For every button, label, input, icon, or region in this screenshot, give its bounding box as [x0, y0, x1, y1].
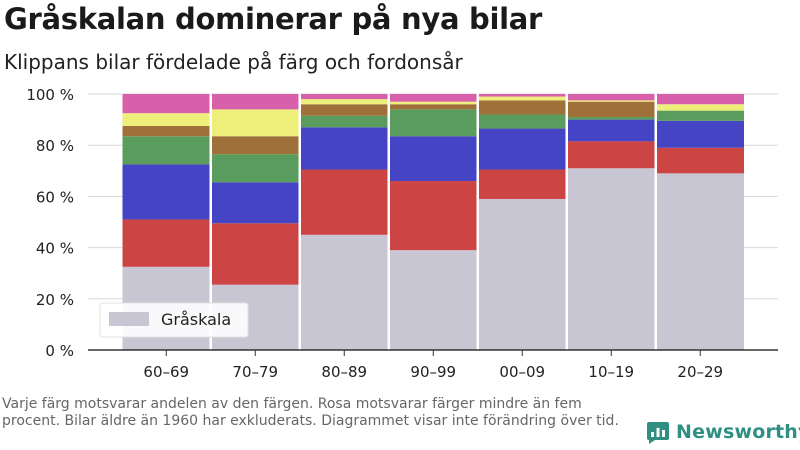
y-tick-label: 80 %: [36, 137, 74, 155]
bar-segment: [211, 136, 299, 155]
x-tick-label: 90–99: [410, 363, 456, 381]
bar-segment: [567, 168, 655, 350]
bar-segment: [300, 115, 388, 128]
bar-segment: [478, 96, 566, 101]
legend-label: Gråskala: [161, 310, 231, 329]
bar-segment: [567, 119, 655, 142]
bar-segment: [300, 169, 388, 235]
bar-segment: [656, 173, 744, 350]
legend-box: [99, 302, 249, 338]
bar-segment: [389, 101, 477, 105]
bar-segment: [656, 120, 744, 148]
bar-segment: [656, 104, 744, 111]
x-tick-label: 60–69: [143, 363, 189, 381]
bar-segment: [211, 182, 299, 224]
bar-segment: [122, 113, 210, 126]
bar-segment: [300, 99, 388, 105]
y-tick-label: 40 %: [36, 240, 74, 258]
bar-segment: [389, 94, 477, 102]
page-subtitle: Klippans bilar fördelade på färg och for…: [4, 50, 463, 74]
x-tick-label: 20–29: [677, 363, 723, 381]
bar-segment: [389, 181, 477, 251]
y-tick-label: 100 %: [26, 86, 74, 104]
y-tick-label: 60 %: [36, 188, 74, 206]
legend-swatch: [109, 312, 149, 326]
bar-segment: [122, 219, 210, 267]
bar-segment: [567, 101, 655, 118]
bar-segment: [300, 234, 388, 350]
bar-segment: [478, 114, 566, 129]
bar-segment: [211, 109, 299, 137]
y-tick-label: 20 %: [36, 291, 74, 309]
bar-segment: [567, 117, 655, 120]
x-tick-label: 10–19: [588, 363, 634, 381]
bar-segment: [300, 127, 388, 170]
bar-segment: [122, 126, 210, 137]
bar-segment: [122, 94, 210, 114]
x-tick-label: 00–09: [499, 363, 545, 381]
y-tick-label: 0 %: [45, 342, 74, 360]
bar-segment: [567, 141, 655, 169]
chart-caption: Varje färg motsvarar andelen av den färg…: [2, 396, 619, 429]
chart-bubble-icon: [647, 422, 669, 444]
bar-segment: [211, 94, 299, 110]
bar-segment: [389, 250, 477, 350]
bar-segment: [478, 100, 566, 115]
bar-segment: [211, 154, 299, 183]
bar-segment: [389, 104, 477, 110]
bar-segment: [656, 94, 744, 105]
bar-segment: [389, 136, 477, 182]
bar-segment: [567, 94, 655, 101]
bar-segment: [478, 169, 566, 199]
x-tick-label: 80–89: [321, 363, 367, 381]
bar-segment: [478, 128, 566, 170]
brand-name: Newsworthy: [676, 421, 800, 443]
bar-segment: [122, 136, 210, 165]
x-tick-label: 70–79: [232, 363, 278, 381]
stacked-bar-chart: 0 % 20 % 40 % 60 % 80 % 100 % 60–69 70–79 80–89 9…: [26, 86, 778, 381]
bar-segment: [300, 104, 388, 116]
page-title: Gråskalan dominerar på nya bilar: [4, 2, 543, 36]
bar-segment: [656, 147, 744, 174]
newsworthy-logo[interactable]: Newsworthy: [646, 420, 800, 444]
bar-segment: [478, 198, 566, 350]
bar-segment: [122, 164, 210, 220]
bar-segment: [478, 94, 566, 97]
bar-segment: [300, 94, 388, 100]
bar-segment: [656, 110, 744, 121]
bar-segment: [211, 223, 299, 285]
bar-segment: [567, 100, 655, 102]
bar-segment: [389, 109, 477, 137]
